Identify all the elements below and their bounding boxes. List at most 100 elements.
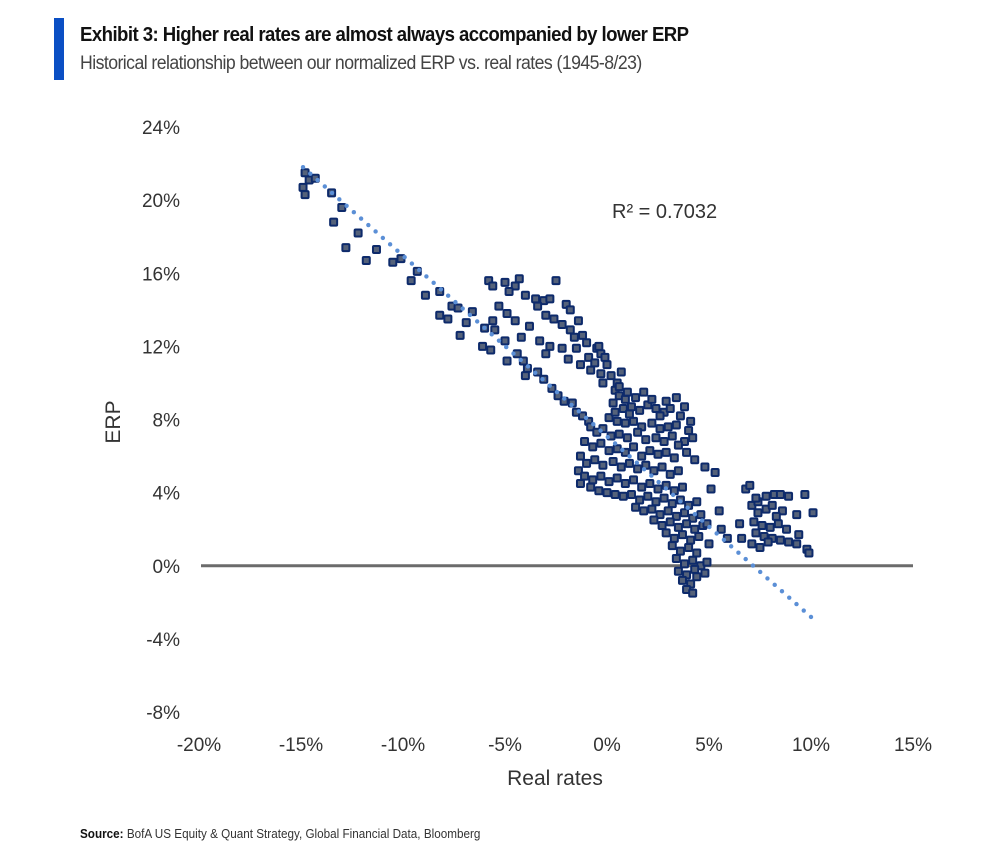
data-point [510,316,520,326]
trendline-dot [707,524,712,530]
trendline-dot [758,569,763,575]
data-point [565,305,575,315]
data-point [594,341,604,351]
data-point [661,528,671,538]
data-point [784,537,794,547]
data-point [596,438,606,448]
trendline-dot [474,319,480,324]
data-point [453,303,463,313]
trendline-dot [678,499,683,504]
data-point [655,411,665,421]
data-point [767,500,777,510]
data-point [620,394,630,404]
data-point [616,462,626,472]
source-note: Source: BofA US Equity & Quant Strategy,… [80,826,480,841]
data-point [753,508,763,518]
data-point [673,466,683,476]
trendline-dot [322,184,328,189]
data-point [645,478,655,488]
data-point [665,469,675,479]
data-point [524,321,534,331]
data-point [616,367,626,377]
data-point [657,521,667,531]
data-point [792,510,802,520]
data-point [763,537,773,547]
chart-subtitle: Historical relationship between our norm… [80,53,642,74]
data-point [341,243,351,253]
x-tick-label: -10% [381,735,425,756]
data-point [500,336,510,346]
data-point [686,535,696,545]
x-tick-label: 5% [695,735,723,756]
data-point [671,420,681,430]
trendline-dot [591,422,596,427]
data-point [533,301,543,311]
trendline-dot [409,261,415,266]
trendline-dot [692,511,698,517]
data-point [751,493,761,503]
data-point [808,508,818,518]
data-point [535,336,545,346]
data-point [612,416,622,426]
data-point [541,310,551,320]
data-point [488,316,498,326]
data-point [775,535,785,545]
trendline-dot [627,454,632,459]
data-point [682,519,692,529]
data-point [551,276,561,286]
data-point [777,506,787,516]
trendline-dot [794,601,799,607]
x-tick-label: -5% [488,735,522,756]
trendline-dot [728,544,734,549]
data-point [757,521,767,531]
data-point [800,489,810,499]
data-point [520,371,530,381]
data-point [610,407,620,417]
data-point [582,458,592,468]
trendline-dot [750,563,756,568]
data-point [651,404,661,414]
x-tick-label: 0% [593,735,621,756]
data-point [688,513,698,523]
trendline-dot [387,242,393,247]
data-point [680,559,690,569]
x-tick-label: 15% [894,735,932,756]
trendline-dot [583,415,589,420]
data-point [618,404,628,414]
data-point [688,588,698,598]
data-point [633,427,643,437]
trendline-dot [453,299,458,305]
y-tick-label: 24% [142,118,180,139]
x-axis-ticks: -20% -15% -10% -5% 0% 5% 10% 15% [177,735,932,756]
data-point [557,343,567,353]
trendline-dot [540,377,545,382]
data-point [520,290,530,300]
data-point [300,168,310,178]
data-point [677,575,687,585]
data-point [488,281,498,291]
trendline-dot [431,280,436,286]
trendline-dot [605,434,611,440]
data-point [692,572,702,582]
data-point [604,413,614,423]
trendline-dot [308,171,313,176]
y-tick-label: 4% [153,484,181,505]
data-point [637,451,647,461]
data-point [675,546,685,556]
data-point [608,457,618,467]
data-point [804,548,814,558]
trendline-dot [358,216,364,221]
data-point [684,542,694,552]
data-point [580,471,590,481]
data-point [761,491,771,501]
data-point [575,360,585,370]
data-point [794,530,804,540]
trendline-dot [482,325,487,331]
data-point [298,182,308,192]
trendline-dot [402,254,407,260]
trendline-dot [351,209,357,215]
data-point [784,491,794,501]
data-point [600,352,610,362]
data-point [677,530,687,540]
data-point [612,473,622,483]
